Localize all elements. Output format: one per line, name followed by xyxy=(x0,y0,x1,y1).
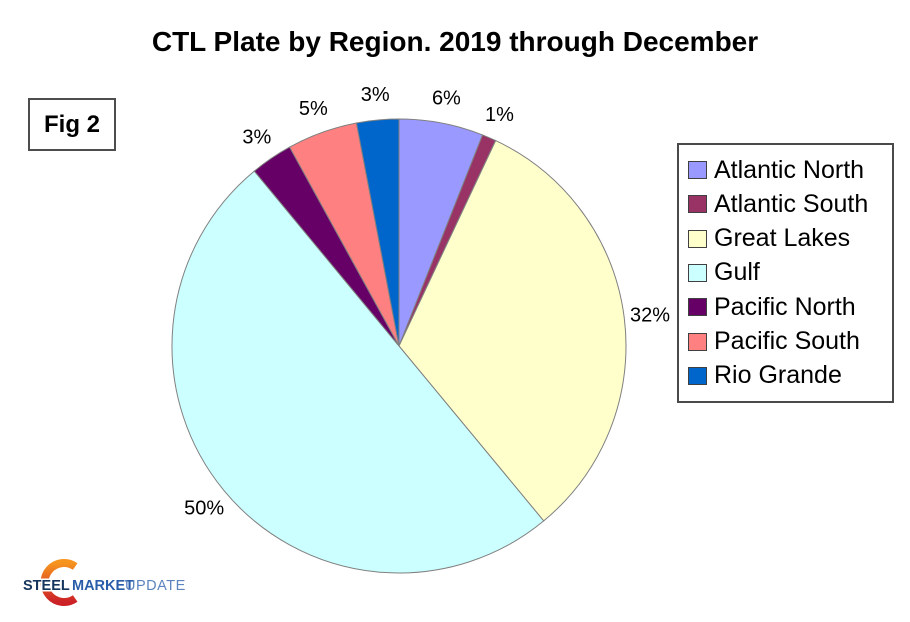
legend-label-great-lakes: Great Lakes xyxy=(714,224,851,253)
legend-item-pacific-south: Pacific South xyxy=(688,326,886,358)
legend-item-great-lakes: Great Lakes xyxy=(688,223,886,255)
smu-logo: STEEL MARKET UPDATE xyxy=(22,559,186,606)
legend-item-pacific-north: Pacific North xyxy=(688,291,886,323)
legend-swatch-great-lakes xyxy=(688,229,707,248)
legend-label-atlantic-north: Atlantic North xyxy=(714,155,865,184)
figure-label: Fig 2 xyxy=(43,110,100,138)
legend-swatch-pacific-north xyxy=(688,298,707,317)
pie-slice-gulf xyxy=(171,170,545,574)
pie-slice-label-gulf: 50% xyxy=(184,497,224,519)
legend-label-rio-grande: Rio Grande xyxy=(714,361,842,390)
pie-slice-label-rio-grande: 3% xyxy=(361,84,390,106)
legend-item-atlantic-north: Atlantic North xyxy=(688,154,886,186)
legend-label-atlantic-south: Atlantic South xyxy=(714,189,869,218)
legend-item-rio-grande: Rio Grande xyxy=(688,360,886,392)
pie-slice-label-pacific-south: 5% xyxy=(299,98,328,120)
legend-swatch-rio-grande xyxy=(688,366,707,385)
pie-slice-rio-grande xyxy=(355,118,400,347)
pie-slice-great-lakes xyxy=(398,139,627,522)
logo-crescent-icon xyxy=(40,559,78,606)
legend-item-gulf: Gulf xyxy=(688,257,886,289)
legend: Atlantic North Atlantic South Great Lakes G… xyxy=(677,143,894,403)
figure-label-box: Fig 2 xyxy=(28,98,116,151)
legend-label-pacific-north: Pacific North xyxy=(714,292,856,321)
legend-swatch-atlantic-north xyxy=(688,161,707,179)
legend-label-gulf: Gulf xyxy=(714,258,760,287)
logo-word-steel: STEEL xyxy=(23,578,70,594)
legend-label-pacific-south: Pacific South xyxy=(714,327,860,356)
logo-word-market: MARKET xyxy=(72,578,134,594)
legend-swatch-atlantic-south xyxy=(688,195,707,214)
logo-word-update: UPDATE xyxy=(125,578,186,594)
legend-swatch-gulf xyxy=(688,263,707,282)
legend-swatch-pacific-south xyxy=(688,332,707,351)
pie-slice-label-atlantic-north: 6% xyxy=(432,88,461,110)
pie-slice-label-great-lakes: 32% xyxy=(630,304,670,326)
legend-item-atlantic-south: Atlantic South xyxy=(688,188,886,220)
chart-title: CTL Plate by Region. 2019 through Decemb… xyxy=(151,26,759,57)
pie-slice-label-atlantic-south: 1% xyxy=(485,104,514,126)
pie-slice-label-pacific-north: 3% xyxy=(242,127,271,149)
